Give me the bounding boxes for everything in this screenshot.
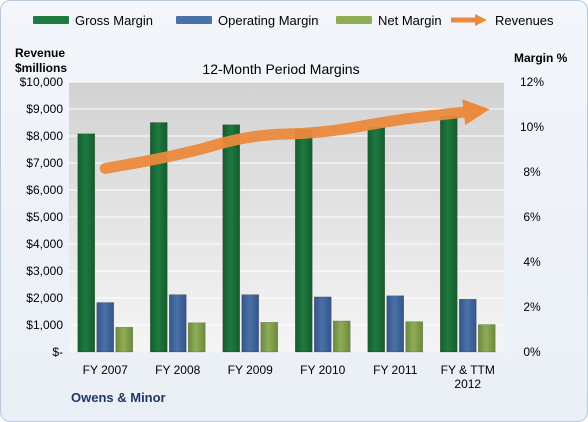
company-name: Owens & Minor xyxy=(71,390,166,405)
legend-label-revenues: Revenues xyxy=(495,12,554,28)
right-axis-tick-label: 10% xyxy=(520,120,544,134)
legend-swatch-gross-margin xyxy=(33,16,69,24)
left-axis-title: Revenue $millions xyxy=(15,46,67,76)
gross-margin-bar xyxy=(222,124,241,353)
legend-label-gross-margin: Gross Margin xyxy=(75,12,154,28)
right-axis-tick-label: 0% xyxy=(523,345,541,359)
legend-label-net-margin: Net Margin xyxy=(378,12,442,28)
left-axis-tick-label: $8,000 xyxy=(26,129,63,143)
revenues-line xyxy=(99,106,470,174)
left-axis-tick-label: $6,000 xyxy=(26,183,63,197)
right-axis-tick-label: 4% xyxy=(523,255,541,269)
right-axis-title: Margin % xyxy=(514,51,568,65)
operating-margin-bar xyxy=(96,302,115,353)
gross-margin-bar xyxy=(77,133,96,353)
net-margin-bar xyxy=(260,321,279,353)
left-axis-title-line2: $millions xyxy=(15,61,68,75)
right-axis-tick-label: 2% xyxy=(523,300,541,314)
left-axis-tick-label: $2,000 xyxy=(26,291,63,305)
operating-margin-bar xyxy=(241,294,260,353)
legend-item-operating-margin: Operating Margin xyxy=(176,10,318,30)
category-label: 2012 xyxy=(454,377,481,391)
net-margin-bar xyxy=(115,326,134,353)
legend-swatch-operating-margin xyxy=(176,16,212,24)
left-axis-tick-label: $5,000 xyxy=(26,210,63,224)
legend-item-revenues: Revenues xyxy=(449,10,554,30)
category-label: FY 2008 xyxy=(155,363,200,377)
category-label: FY & TTM xyxy=(441,363,495,377)
legend-label-operating-margin: Operating Margin xyxy=(218,12,319,28)
legend: Gross Margin Operating Margin Net Margin… xyxy=(1,10,587,30)
right-axis-tick-label: 6% xyxy=(523,210,541,224)
net-margin-bar xyxy=(332,320,351,353)
category-label: FY 2011 xyxy=(373,363,418,377)
operating-margin-bar xyxy=(458,298,477,353)
legend-item-net-margin: Net Margin xyxy=(336,10,442,30)
gross-margin-bar xyxy=(367,126,386,353)
left-axis-tick-label: $1,000 xyxy=(26,318,63,332)
gross-margin-bar xyxy=(294,128,313,353)
revenues-arrowhead xyxy=(462,99,490,126)
operating-margin-bar xyxy=(168,294,187,353)
operating-margin-bar xyxy=(386,295,405,353)
net-margin-bar xyxy=(477,324,496,353)
gross-margin-bar xyxy=(149,122,168,353)
right-axis-tick-label: 8% xyxy=(523,165,541,179)
operating-margin-bar xyxy=(313,296,332,353)
category-label: FY 2010 xyxy=(300,363,345,377)
net-margin-bar xyxy=(405,321,424,353)
legend-arrow-icon xyxy=(451,14,487,26)
right-axis-tick-label: 12% xyxy=(520,75,544,89)
left-axis-tick-label: $7,000 xyxy=(26,156,63,170)
left-axis-title-line1: Revenue xyxy=(15,46,66,60)
legend-swatch-net-margin xyxy=(336,16,372,24)
category-label: FY 2007 xyxy=(83,363,128,377)
category-label: FY 2009 xyxy=(228,363,273,377)
legend-item-gross-margin: Gross Margin xyxy=(33,10,153,30)
net-margin-bar xyxy=(187,322,206,353)
left-axis-tick-label: $10,000 xyxy=(20,75,64,89)
chart-title: 12-Month Period Margins xyxy=(202,61,360,77)
left-axis-tick-label: $- xyxy=(52,345,63,359)
left-axis-tick-label: $4,000 xyxy=(26,237,63,251)
left-axis-tick-label: $3,000 xyxy=(26,264,63,278)
gross-margin-bar xyxy=(439,115,458,353)
left-axis-tick-label: $9,000 xyxy=(26,102,63,116)
